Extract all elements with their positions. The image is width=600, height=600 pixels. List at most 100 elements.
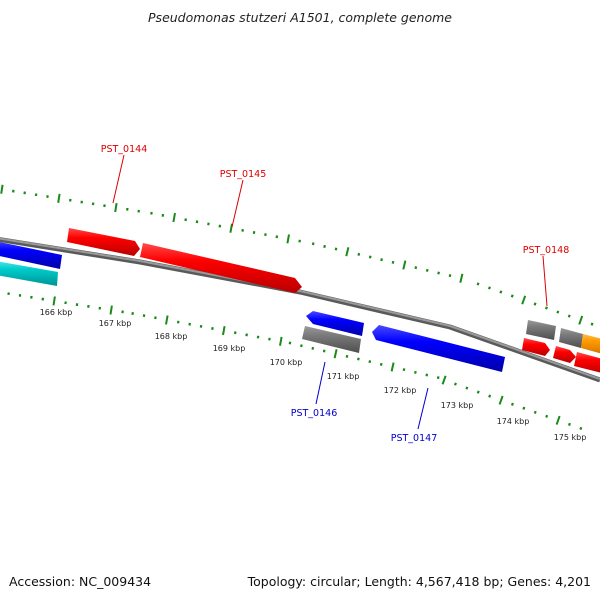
- minor-tick: [288, 341, 292, 345]
- gene-label-pst-0148[interactable]: PST_0148: [523, 245, 570, 256]
- minor-tick: [425, 268, 429, 272]
- major-tick: [286, 234, 290, 244]
- minor-tick: [184, 218, 187, 222]
- inner-tick-track: [7, 292, 583, 430]
- minor-tick: [334, 247, 338, 251]
- minor-tick: [311, 242, 315, 246]
- minor-tick: [379, 362, 383, 366]
- accession-text: Accession: NC_009434: [9, 574, 151, 589]
- minor-tick: [323, 244, 326, 248]
- gene-arrow[interactable]: [0, 240, 62, 269]
- minor-tick: [176, 320, 180, 324]
- gene-arrow[interactable]: [574, 352, 600, 375]
- gene-label-pst-0144[interactable]: PST_0144: [101, 144, 148, 155]
- gene-arrow[interactable]: [522, 338, 550, 356]
- minor-tick: [195, 220, 199, 224]
- minor-tick: [533, 302, 537, 306]
- minor-tick: [488, 394, 492, 398]
- major-tick: [165, 315, 169, 325]
- minor-tick: [300, 344, 303, 348]
- kbp-label: 172 kbp: [384, 386, 417, 395]
- gene-arrow-pst-0146[interactable]: [302, 311, 364, 353]
- genome-backbone: [0, 237, 600, 383]
- major-tick: [109, 305, 113, 315]
- genome-summary-text: Topology: circular; Length: 4,567,418 bp…: [247, 574, 591, 589]
- minor-tick: [322, 349, 326, 353]
- minor-tick: [161, 213, 165, 217]
- gene-arrow-pst-0148[interactable]: [526, 320, 556, 340]
- minor-tick: [256, 335, 260, 339]
- major-tick: [555, 415, 561, 425]
- kbp-label: 166 kbp: [40, 308, 73, 317]
- minor-tick: [311, 346, 315, 350]
- gene-arrow[interactable]: [581, 334, 600, 356]
- gene-arrow[interactable]: [553, 346, 576, 363]
- minor-tick: [233, 331, 237, 335]
- minor-tick: [142, 314, 146, 318]
- gene-track: [0, 228, 600, 375]
- minor-tick: [368, 360, 372, 364]
- gene-arrow-pst-0145[interactable]: [140, 243, 302, 293]
- minor-tick: [345, 354, 349, 358]
- gene-labels: PST_0144 PST_0145 PST_0146 PST_0147 PST_…: [101, 144, 570, 444]
- major-tick: [57, 193, 61, 203]
- minor-tick: [357, 252, 361, 256]
- minor-tick: [211, 326, 214, 331]
- minor-tick: [476, 282, 480, 286]
- minor-tick: [275, 235, 279, 239]
- minor-tick: [199, 324, 203, 328]
- minor-tick: [241, 228, 244, 232]
- gene-arrow-pst-0147[interactable]: [372, 325, 505, 372]
- gene-arrow[interactable]: [0, 260, 58, 286]
- kbp-label: 174 kbp: [497, 417, 530, 426]
- major-tick: [222, 326, 226, 336]
- minor-tick: [499, 290, 503, 294]
- minor-tick: [188, 322, 191, 326]
- minor-tick: [131, 311, 134, 316]
- minor-tick: [391, 260, 395, 264]
- kbp-scale: 166 kbp 167 kbp 168 kbp 169 kbp 170 kbp …: [40, 308, 587, 442]
- major-tick: [279, 336, 283, 346]
- minor-tick: [425, 373, 429, 377]
- major-tick: [441, 375, 447, 385]
- minor-tick: [368, 255, 372, 259]
- major-tick: [333, 349, 338, 359]
- minor-tick: [150, 211, 153, 215]
- minor-tick: [154, 316, 157, 320]
- minor-tick: [245, 333, 248, 337]
- minor-tick: [510, 402, 514, 406]
- gene-arrow[interactable]: [559, 328, 583, 348]
- minor-tick: [556, 310, 560, 314]
- minor-tick: [268, 337, 271, 341]
- minor-tick: [465, 386, 469, 390]
- major-tick: [229, 223, 233, 233]
- major-tick: [578, 315, 584, 325]
- minor-tick: [252, 230, 256, 235]
- major-tick: [345, 247, 350, 257]
- kbp-label: 171 kbp: [327, 372, 360, 381]
- minor-tick: [533, 410, 537, 414]
- minor-tick: [357, 357, 360, 361]
- minor-tick: [414, 266, 418, 270]
- minor-tick: [298, 239, 301, 243]
- map-title: Pseudomonas stutzeri A1501, complete gen…: [148, 10, 452, 25]
- minor-tick: [218, 224, 222, 228]
- gene-label-pst-0147[interactable]: PST_0147: [391, 433, 438, 444]
- gene-label-pst-0145[interactable]: PST_0145: [220, 169, 267, 180]
- kbp-label: 169 kbp: [213, 344, 246, 353]
- major-tick: [52, 296, 56, 306]
- outer-tick-track: [0, 184, 594, 326]
- gene-arrow-pst-0144[interactable]: [67, 228, 140, 256]
- minor-tick: [402, 368, 406, 372]
- kbp-label: 167 kbp: [99, 319, 132, 328]
- minor-tick: [510, 294, 514, 298]
- minor-tick: [476, 390, 480, 394]
- kbp-label: 175 kbp: [554, 433, 587, 442]
- kbp-label: 168 kbp: [155, 332, 188, 341]
- major-tick: [402, 260, 407, 270]
- minor-tick: [579, 426, 583, 430]
- major-tick: [0, 184, 4, 194]
- minor-tick: [436, 376, 440, 380]
- gene-label-pst-0146[interactable]: PST_0146: [291, 408, 338, 419]
